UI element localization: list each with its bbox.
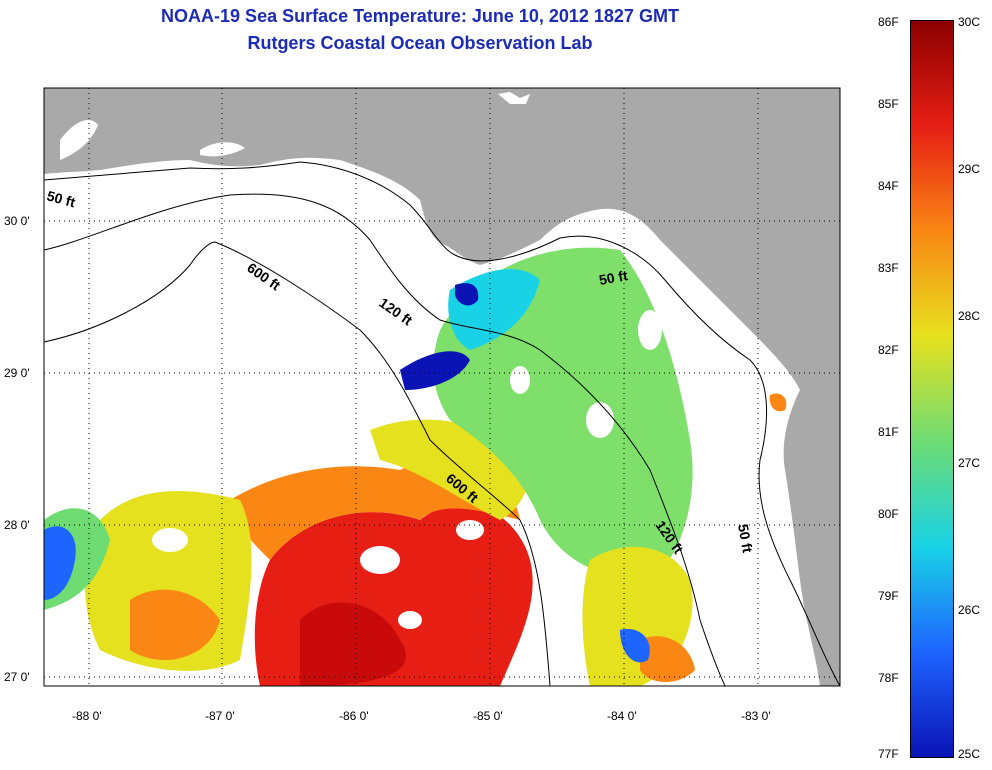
lon-tick-label: -83 0' — [741, 709, 771, 723]
colorbar-label-f: 82F — [878, 343, 899, 357]
lat-tick-label: 27 0' — [4, 670, 30, 684]
colorbar-label-c: 26C — [958, 603, 981, 617]
colorbar-label-c: 30C — [958, 15, 981, 29]
colorbar-label-c: 27C — [958, 456, 981, 470]
sst-patch-dark-red — [300, 602, 406, 686]
sst-data — [44, 247, 787, 686]
map-subtitle: Rutgers Coastal Ocean Observation Lab — [247, 33, 593, 53]
lat-tick-label: 30 0' — [4, 214, 30, 228]
colorbar-label-f: 77F — [878, 747, 899, 761]
contour-label: 50 ft — [45, 187, 77, 210]
colorbar-label-f: 79F — [878, 589, 899, 603]
colorbar-label-f: 86F — [878, 15, 899, 29]
colorbar — [910, 20, 954, 758]
sst-patch-orange-west — [130, 589, 220, 660]
sst-patch-blue-west — [44, 526, 76, 600]
sst-patch-cyan-south — [620, 629, 650, 663]
colorbar-label-f: 81F — [878, 425, 899, 439]
colorbar-label-c: 28C — [958, 309, 981, 323]
bathymetry-contours — [44, 161, 840, 686]
colorbar-label-f: 84F — [878, 179, 899, 193]
sst-patch-blue-coast — [400, 351, 470, 390]
lon-tick-label: -84 0' — [607, 709, 637, 723]
lake — [498, 92, 530, 104]
bay-inlet-2 — [200, 142, 245, 157]
bay-inlet — [60, 120, 98, 160]
colorbar-label-c: 29C — [958, 162, 981, 176]
colorbar-label-c: 25C — [958, 747, 981, 761]
sst-patch-orange-south — [640, 636, 695, 682]
contour-label: 50 ft — [598, 267, 629, 288]
sst-patch-east-orange — [769, 393, 787, 412]
colorbar-label-f: 78F — [878, 671, 899, 685]
lat-tick-label: 29 0' — [4, 366, 30, 380]
plot-border — [43, 87, 841, 687]
colorbar-label-f: 85F — [878, 97, 899, 111]
lat-tick-label: 28 0' — [4, 518, 30, 532]
contour-50ft — [44, 161, 840, 686]
lon-tick-label: -85 0' — [473, 709, 503, 723]
contour-label: 50 ft — [735, 523, 756, 554]
lon-tick-label: -87 0' — [205, 709, 235, 723]
lon-tick-label: -86 0' — [339, 709, 369, 723]
colorbar-label-f: 80F — [878, 507, 899, 521]
land-florida-panhandle — [44, 88, 840, 686]
lon-tick-label: -88 0' — [72, 709, 102, 723]
sst-patch-blue-coast-2 — [455, 283, 479, 306]
contour-120ft — [44, 193, 726, 686]
colorbar-label-f: 83F — [878, 261, 899, 275]
contour-600ft — [44, 241, 551, 686]
map-title: NOAA-19 Sea Surface Temperature: June 10… — [161, 6, 679, 26]
